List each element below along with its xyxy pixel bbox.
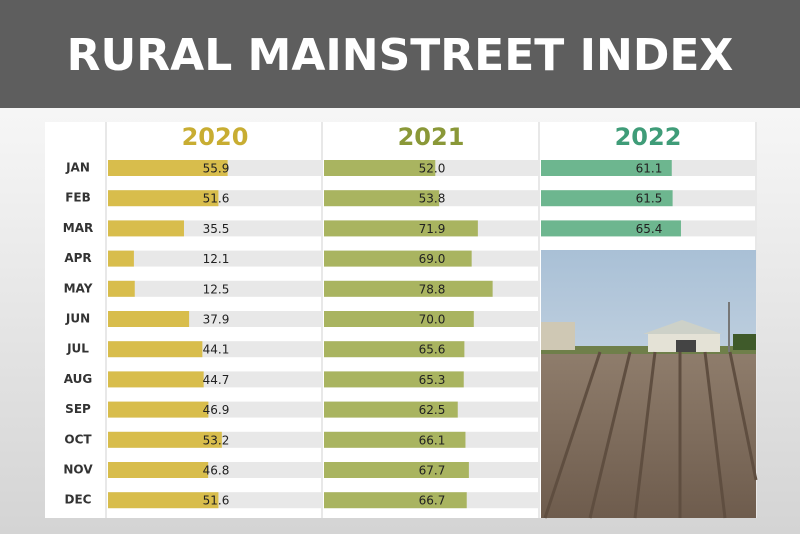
value-label: 71.9 xyxy=(419,222,446,236)
value-label: 69.0 xyxy=(419,252,446,266)
bar-track xyxy=(108,280,322,297)
value-label: 65.3 xyxy=(419,373,446,387)
bar xyxy=(108,371,204,388)
row-label: JUN xyxy=(65,312,90,326)
bar xyxy=(108,492,219,509)
value-label: 51.6 xyxy=(203,192,230,206)
row-label: JAN xyxy=(65,161,90,175)
value-label: 65.6 xyxy=(419,343,446,357)
bar xyxy=(324,431,466,448)
value-label: 37.9 xyxy=(203,313,230,327)
bar xyxy=(108,431,222,448)
value-label: 51.6 xyxy=(203,494,230,508)
value-label: 61.5 xyxy=(636,192,663,206)
bar xyxy=(324,190,440,207)
series-header: 2022 xyxy=(615,123,682,151)
bar xyxy=(108,401,209,418)
bar xyxy=(108,462,209,478)
bar xyxy=(324,311,474,327)
bar xyxy=(108,190,219,207)
value-label: 66.1 xyxy=(419,433,446,447)
row-label: MAY xyxy=(64,281,93,295)
value-label: 67.7 xyxy=(419,464,446,478)
bar xyxy=(324,341,465,358)
value-label: 53.8 xyxy=(419,192,446,206)
row-label: AUG xyxy=(64,372,93,386)
series-header: 2020 xyxy=(182,123,249,151)
bar xyxy=(324,280,493,297)
bar xyxy=(324,250,472,267)
row-label: DEC xyxy=(65,493,92,507)
value-label: 35.5 xyxy=(203,222,230,236)
value-label: 62.5 xyxy=(419,403,446,417)
bar xyxy=(108,250,134,267)
value-label: 44.1 xyxy=(203,343,230,357)
value-label: 46.8 xyxy=(203,464,230,478)
row-label: OCT xyxy=(64,432,92,446)
photo xyxy=(541,250,758,519)
value-label: 70.0 xyxy=(419,313,446,327)
value-label: 44.7 xyxy=(203,373,230,387)
row-label: FEB xyxy=(65,191,91,205)
value-label: 52.0 xyxy=(419,162,446,176)
row-label: NOV xyxy=(63,463,93,477)
header-bar xyxy=(0,0,800,108)
row-label: APR xyxy=(64,251,91,265)
bar xyxy=(541,160,672,176)
bar xyxy=(108,311,190,327)
bar xyxy=(541,220,681,237)
chart-title: RURAL MAINSTREET INDEX xyxy=(67,30,734,81)
value-label: 53.2 xyxy=(203,433,230,447)
bar xyxy=(324,492,467,509)
value-label: 12.5 xyxy=(203,282,230,296)
bar xyxy=(324,220,478,237)
bar xyxy=(108,220,184,237)
bar xyxy=(108,160,228,176)
value-label: 78.8 xyxy=(419,282,446,296)
value-label: 12.1 xyxy=(203,252,230,266)
value-label: 46.9 xyxy=(203,403,230,417)
bar xyxy=(108,280,135,297)
bar xyxy=(324,462,469,478)
bar xyxy=(324,401,458,418)
value-label: 66.7 xyxy=(419,494,446,508)
bar xyxy=(108,341,203,358)
bar xyxy=(324,371,464,388)
value-label: 55.9 xyxy=(203,162,230,176)
bar xyxy=(541,190,673,207)
bar xyxy=(324,160,436,176)
bar-track xyxy=(108,250,322,267)
row-label: MAR xyxy=(63,221,93,235)
row-label: JUL xyxy=(66,342,89,356)
row-label: SEP xyxy=(65,402,91,416)
value-label: 61.1 xyxy=(636,162,663,176)
series-header: 2021 xyxy=(398,123,465,151)
value-label: 65.4 xyxy=(636,222,663,236)
